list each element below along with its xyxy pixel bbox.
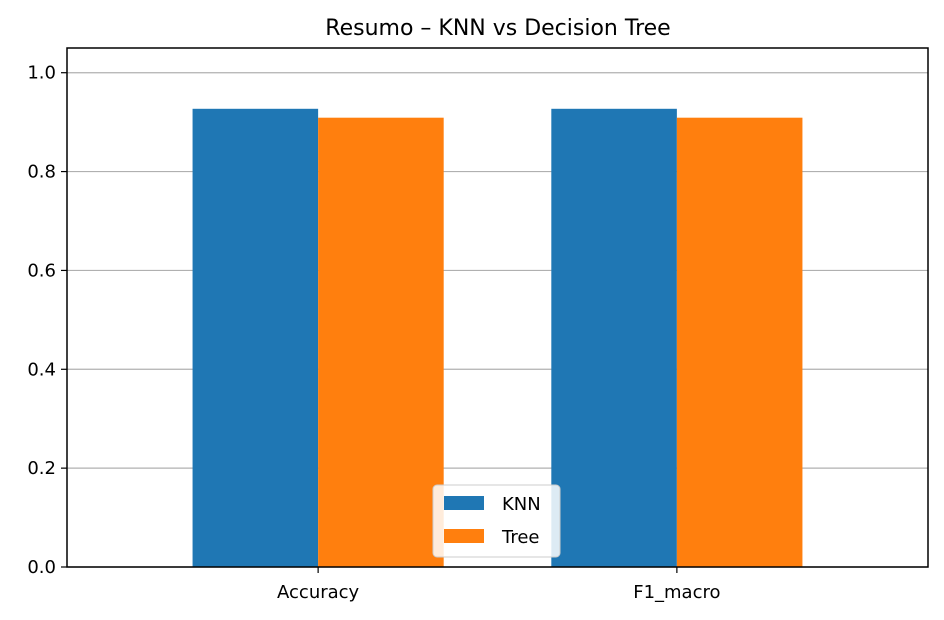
bar-tree-accuracy: [318, 117, 444, 568]
legend-swatch-tree: [444, 529, 484, 543]
y-tick-label: 0.6: [27, 260, 56, 281]
chart-title: Resumo – KNN vs Decision Tree: [325, 16, 670, 41]
y-tick-label: 1.0: [27, 63, 56, 84]
y-tick-label: 0.2: [27, 458, 56, 479]
legend-frame: [432, 484, 561, 558]
legend: KNN Tree: [432, 484, 561, 558]
y-tick-label: 0.0: [27, 557, 56, 578]
y-tick-label: 0.8: [27, 162, 56, 183]
bar-tree-f1_macro: [676, 117, 803, 568]
y-tick-label: 0.4: [27, 359, 56, 380]
bars: [192, 108, 803, 568]
legend-swatch-knn: [444, 496, 484, 510]
legend-label-knn: KNN: [502, 494, 541, 515]
bar-knn-accuracy: [192, 108, 319, 567]
legend-label-tree: Tree: [501, 527, 540, 548]
x-axis: Accuracy F1_macro: [277, 567, 721, 603]
plot-frame: [66, 47, 929, 568]
bar-knn-f1_macro: [551, 108, 677, 567]
x-tick-label: F1_macro: [633, 582, 720, 603]
x-tick-label: Accuracy: [277, 582, 360, 603]
y-axis: 0.0 0.2 0.4 0.6 0.8 1.0: [27, 63, 67, 578]
